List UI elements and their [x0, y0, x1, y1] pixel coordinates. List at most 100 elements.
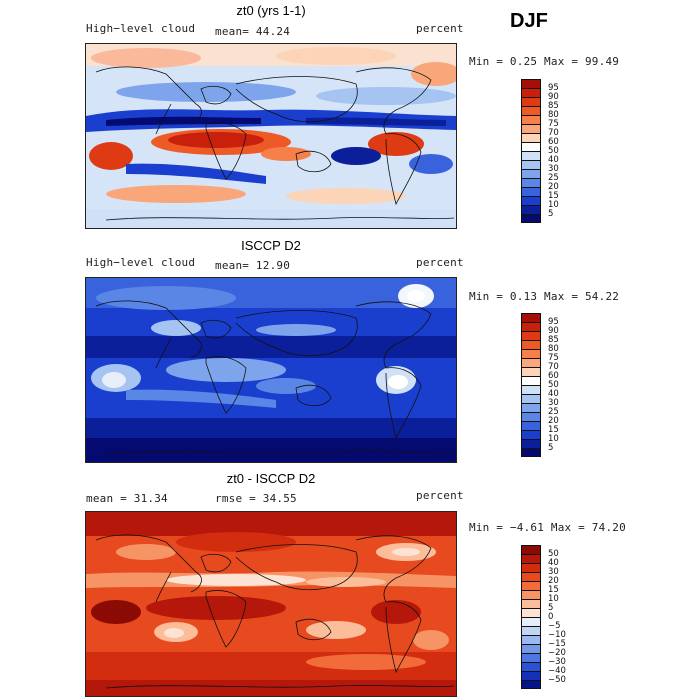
- colorbar-cell: [521, 142, 541, 151]
- colorbar-tick-label: 85: [548, 335, 559, 345]
- panel1-mean-label: mean= 44.24: [215, 25, 291, 38]
- map-region: [106, 116, 261, 126]
- colorbar-cell: [521, 581, 541, 590]
- colorbar-cell: [521, 124, 541, 133]
- colorbar-cell: [521, 187, 541, 196]
- colorbar-cell: [521, 617, 541, 626]
- colorbar-tick-label: 5: [548, 209, 554, 219]
- map-region: [102, 372, 126, 388]
- map-region: [126, 163, 266, 184]
- colorbar-cell: [521, 385, 541, 394]
- colorbar-cell: [521, 421, 541, 430]
- colorbar-cell: [521, 644, 541, 653]
- colorbar-tick-label: 30: [548, 164, 559, 174]
- colorbar-tick-label: −40: [548, 666, 566, 676]
- colorbar-tick-label: 40: [548, 389, 559, 399]
- colorbar-cell: [521, 376, 541, 385]
- panel3-map: [85, 511, 457, 697]
- panel1-units-label: percent: [416, 22, 464, 35]
- colorbar-tick-label: −5: [548, 621, 561, 631]
- coastlines: [95, 66, 455, 221]
- colorbar-tick-label: 15: [548, 425, 559, 435]
- map-region: [106, 185, 246, 203]
- colorbar-cell: [521, 322, 541, 331]
- panel3-mean-label: mean = 31.34: [86, 492, 168, 505]
- colorbar-cell: [521, 160, 541, 169]
- map-region: [126, 389, 276, 408]
- colorbar-tick-label: 25: [548, 173, 559, 183]
- map-region: [256, 378, 316, 394]
- colorbar-tick-label: 50: [548, 549, 559, 559]
- map-region: [276, 47, 396, 65]
- colorbar-tick-label: 20: [548, 182, 559, 192]
- map-region: [86, 680, 456, 696]
- colorbar-cell: [521, 608, 541, 617]
- panel1-variable-label: High−level cloud: [86, 22, 196, 35]
- map-region: [168, 132, 264, 148]
- colorbar-tick-label: 15: [548, 585, 559, 595]
- panel2-minmax: Min = 0.13 Max = 54.22: [469, 290, 620, 303]
- colorbar-tick-label: 80: [548, 344, 559, 354]
- colorbar-tick-label: 70: [548, 362, 559, 372]
- map-region: [371, 600, 421, 624]
- colorbar-tick-label: 25: [548, 407, 559, 417]
- colorbar-tick-label: 10: [548, 434, 559, 444]
- colorbar-cell: [521, 394, 541, 403]
- map-region: [91, 48, 201, 68]
- map-region: [86, 209, 456, 228]
- map-region: [331, 147, 381, 165]
- map-region: [96, 286, 236, 310]
- map-region: [368, 132, 424, 156]
- map-region: [91, 600, 141, 624]
- colorbar-frame: [521, 545, 541, 689]
- map-region: [86, 336, 456, 358]
- map-region: [407, 290, 425, 302]
- colorbar-cell: [521, 448, 541, 457]
- map-region: [86, 512, 456, 536]
- colorbar-cell: [521, 563, 541, 572]
- map-region: [89, 142, 133, 170]
- colorbar-tick-label: 50: [548, 146, 559, 156]
- panel2-variable-label: High−level cloud: [86, 256, 196, 269]
- colorbar-tick-label: 70: [548, 128, 559, 138]
- colorbar-tick-label: −10: [548, 630, 566, 640]
- colorbar-cell: [521, 653, 541, 662]
- colorbar-cell: [521, 554, 541, 563]
- colorbar-cell: [521, 572, 541, 581]
- colorbar-tick-label: 75: [548, 353, 559, 363]
- map-region: [116, 544, 176, 560]
- panel2-map-svg: [86, 278, 456, 462]
- colorbar-cell: [521, 88, 541, 97]
- map-region: [256, 324, 336, 336]
- colorbar-cell: [521, 178, 541, 187]
- colorbar-cell: [521, 635, 541, 644]
- colorbar-tick-label: 30: [548, 398, 559, 408]
- colorbar-tick-label: 30: [548, 567, 559, 577]
- map-region: [116, 82, 296, 102]
- colorbar-cell: [521, 367, 541, 376]
- map-region: [166, 358, 286, 382]
- map-region: [146, 596, 286, 620]
- panel2-map: [85, 277, 457, 463]
- panel3-title: zt0 - ISCCP D2: [226, 471, 316, 486]
- panel2-units-label: percent: [416, 256, 464, 269]
- colorbar-cell: [521, 115, 541, 124]
- colorbar-cell: [521, 340, 541, 349]
- map-region: [413, 630, 449, 650]
- colorbar-tick-label: 20: [548, 576, 559, 586]
- colorbar-cell: [521, 313, 541, 322]
- colorbar-tick-label: −20: [548, 648, 566, 658]
- colorbar-tick-label: −30: [548, 657, 566, 667]
- map-region: [316, 87, 456, 105]
- map-region: [164, 628, 184, 638]
- panel1-minmax: Min = 0.25 Max = 99.49: [469, 55, 620, 68]
- colorbar-tick-label: 10: [548, 594, 559, 604]
- map-region: [306, 577, 386, 587]
- colorbar-frame: [521, 313, 541, 457]
- map-region: [286, 188, 406, 204]
- map-region: [388, 375, 408, 389]
- colorbar-tick-label: −50: [548, 675, 566, 685]
- map-region: [306, 621, 366, 639]
- colorbar-tick-label: 40: [548, 155, 559, 165]
- panel2-colorbar: 95 90 85 80 75 70 60 50 40 30 25 20 15 10 5: [521, 313, 581, 457]
